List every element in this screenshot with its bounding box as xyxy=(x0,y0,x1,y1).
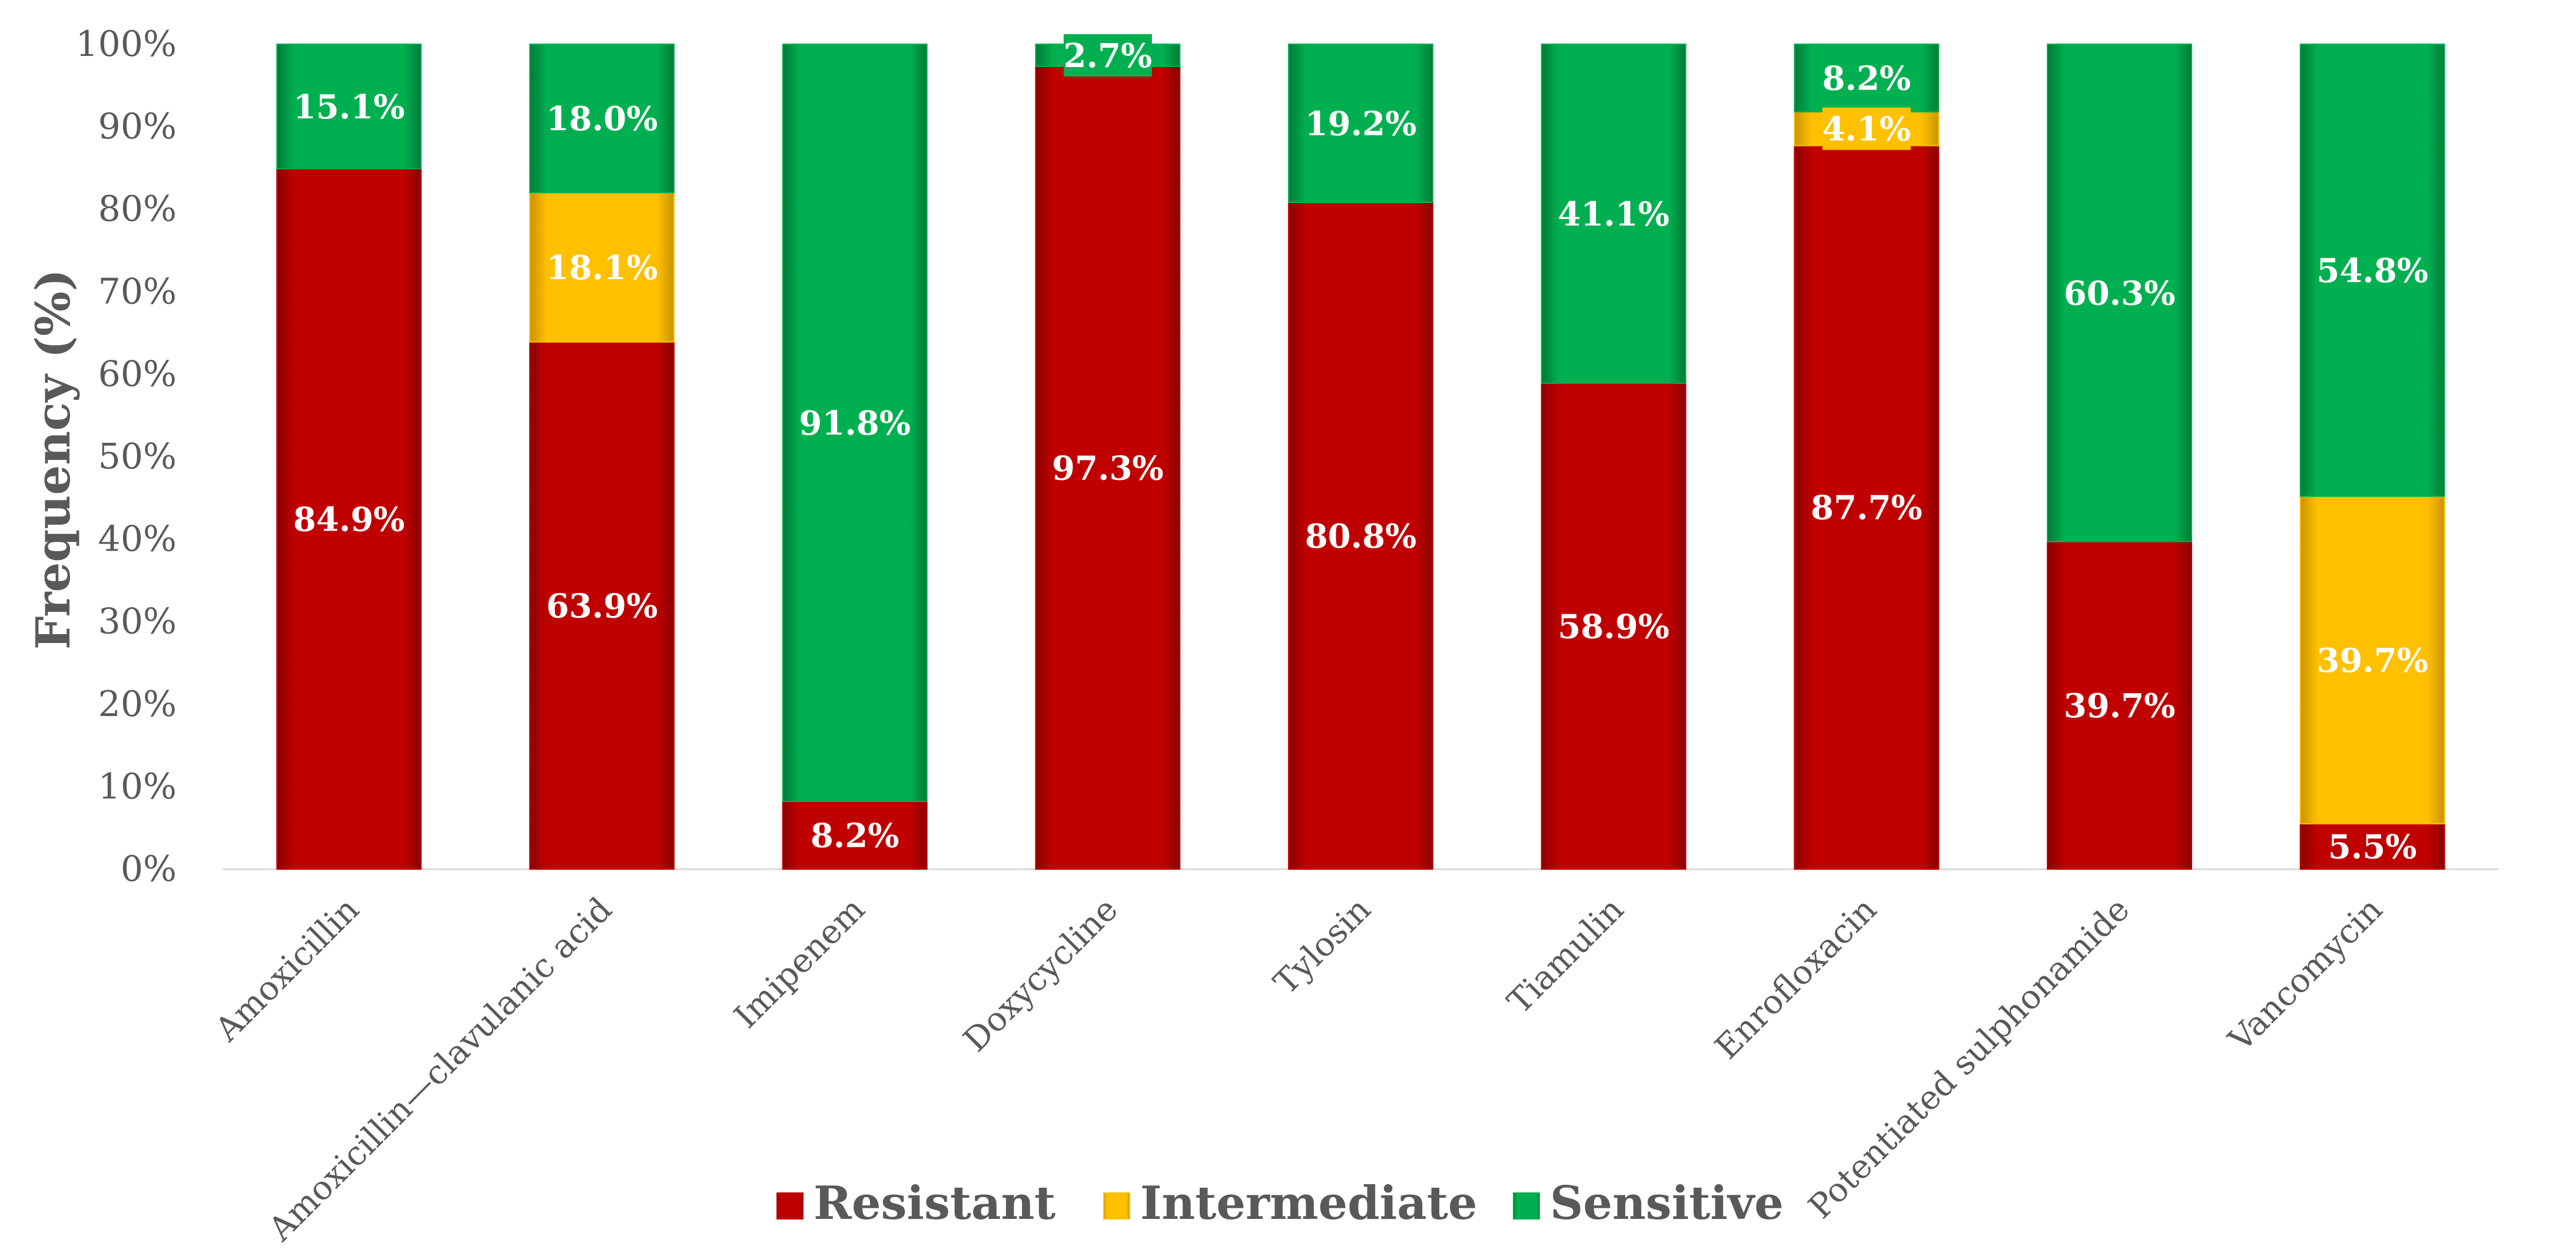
data-label-resistant: 63.9% xyxy=(546,586,658,625)
y-tick-label: 20% xyxy=(98,684,177,725)
data-label-resistant: 84.9% xyxy=(293,500,405,539)
data-label-sensitive: 54.8% xyxy=(2316,251,2428,290)
legend-swatch-intermediate xyxy=(1103,1192,1130,1219)
y-tick-label: 50% xyxy=(98,436,177,478)
data-label-box xyxy=(548,246,656,289)
data-label-box xyxy=(811,814,899,857)
data-label-sensitive: 15.1% xyxy=(293,88,405,127)
data-label-sensitive: 2.7% xyxy=(1064,37,1153,75)
data-label-box xyxy=(548,97,656,140)
data-label-box xyxy=(2066,271,2173,314)
data-label-box xyxy=(1822,57,1911,100)
x-category-label: Tylosin xyxy=(1267,890,1379,1002)
y-tick-label: 80% xyxy=(98,188,177,230)
data-label-resistant: 5.5% xyxy=(2328,827,2417,866)
y-tick-label: 90% xyxy=(98,106,177,147)
data-label-sensitive: 19.2% xyxy=(1305,104,1417,143)
data-label-sensitive: 8.2% xyxy=(1823,59,1911,98)
y-tick-label: 40% xyxy=(98,519,177,560)
data-label-box xyxy=(1307,514,1415,557)
data-label-sensitive: 41.1% xyxy=(1558,195,1669,234)
legend-swatch-resistant xyxy=(776,1192,804,1219)
y-tick-label: 100% xyxy=(75,24,177,65)
data-label-resistant: 39.7% xyxy=(2064,687,2176,725)
data-label-box xyxy=(2319,638,2426,681)
x-category-label: Doxycycline xyxy=(956,890,1125,1059)
data-label-box xyxy=(1307,102,1415,145)
data-label-box xyxy=(1813,486,1920,529)
y-axis-title: Frequency (%) xyxy=(25,269,81,649)
bars: 84.9% 15.1% 63.9% 18.1% 18.0% 8.2% 91.8% 97.3% 2… xyxy=(276,34,2445,870)
y-axis-ticks: 0% 10% 20% 30% 40% 50% 60% 70% 80% 90% 100% xyxy=(75,24,177,890)
x-category-label: Imipenem xyxy=(727,890,872,1036)
x-category-label: Tiamulin xyxy=(1501,890,1632,1022)
data-label-box xyxy=(1822,107,1911,150)
y-tick-label: 0% xyxy=(121,849,177,890)
data-label-intermediate: 39.7% xyxy=(2316,641,2428,680)
legend-label-sensitive: Sensitive xyxy=(1550,1177,1784,1230)
legend-swatch-sensitive xyxy=(1513,1192,1540,1219)
legend-label-intermediate: Intermediate xyxy=(1140,1177,1477,1230)
data-label-sensitive: 91.8% xyxy=(799,404,911,443)
data-label-box xyxy=(1560,192,1668,235)
data-label-resistant: 8.2% xyxy=(811,817,899,856)
data-label-box xyxy=(801,402,909,445)
data-label-box xyxy=(1560,605,1668,648)
data-label-resistant: 80.8% xyxy=(1305,517,1417,556)
data-label-box xyxy=(1063,34,1152,77)
data-label-box xyxy=(1054,446,1161,489)
data-label-box xyxy=(295,85,403,128)
data-label-box xyxy=(2319,248,2426,291)
x-category-label: Enrofloxacin xyxy=(1708,890,1884,1067)
data-label-resistant: 97.3% xyxy=(1052,449,1164,488)
data-label-box xyxy=(2066,684,2173,727)
y-tick-label: 60% xyxy=(98,353,177,395)
data-label-box xyxy=(2328,825,2417,868)
data-label-box xyxy=(295,498,403,541)
data-label-intermediate: 18.1% xyxy=(546,248,658,287)
y-tick-label: 10% xyxy=(98,766,177,807)
legend-label-resistant: Resistant xyxy=(814,1177,1055,1230)
data-label-sensitive: 18.0% xyxy=(546,100,658,138)
data-label-resistant: 58.9% xyxy=(1558,607,1669,646)
y-tick-label: 70% xyxy=(98,271,177,312)
data-label-resistant: 87.7% xyxy=(1811,489,1923,528)
data-label-sensitive: 60.3% xyxy=(2064,274,2176,313)
legend: Resistant Intermediate Sensitive xyxy=(776,1177,1784,1230)
x-category-label: Amoxicillin xyxy=(208,890,367,1049)
data-label-box xyxy=(548,584,656,627)
data-label-intermediate: 4.1% xyxy=(1823,110,1911,149)
y-tick-label: 30% xyxy=(98,601,177,642)
x-category-label: Vancomycin xyxy=(2221,890,2390,1059)
